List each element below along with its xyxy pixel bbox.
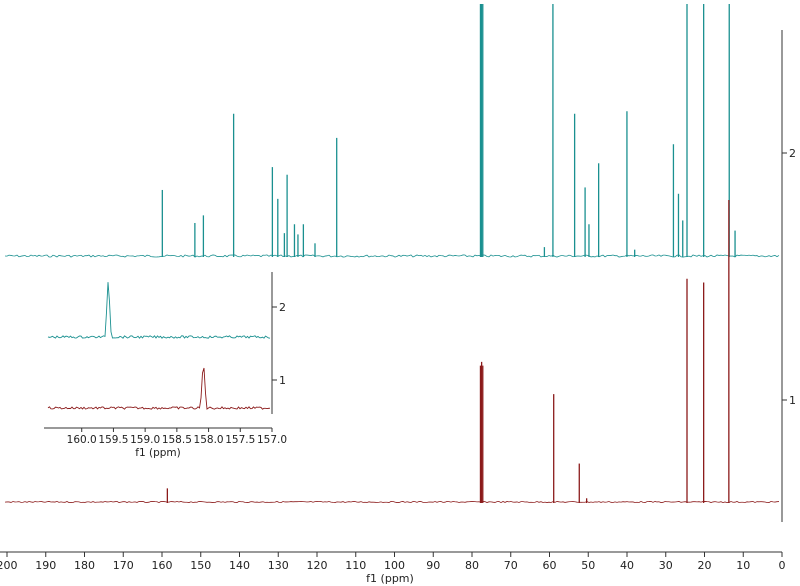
x-tick-label: 100 — [384, 559, 405, 572]
stack-tick-label: 2 — [789, 147, 796, 160]
inset-x-tick-label: 159.5 — [98, 434, 128, 446]
spectrum-1 — [4, 200, 780, 504]
x-tick-label: 20 — [698, 559, 712, 572]
x-tick-label: 110 — [345, 559, 366, 572]
x-tick-label: 170 — [113, 559, 134, 572]
x-tick-label: 160 — [152, 559, 173, 572]
inset-trace-2 — [47, 282, 271, 339]
x-tick-label: 40 — [620, 559, 634, 572]
x-tick-label: 50 — [581, 559, 595, 572]
inset-x-tick-label: 158.0 — [194, 434, 224, 446]
x-tick-label: 30 — [659, 559, 673, 572]
inset-x-tick-label: 158.5 — [162, 434, 192, 446]
stack-tick-label: 1 — [789, 394, 796, 407]
x-tick-label: 200 — [0, 559, 18, 572]
x-tick-label: 70 — [504, 559, 518, 572]
x-tick-label: 90 — [426, 559, 440, 572]
inset-x-tick-label: 157.0 — [257, 434, 287, 446]
stack-axis: 21 — [781, 30, 796, 522]
x-tick-label: 0 — [779, 559, 786, 572]
x-tick-label: 80 — [465, 559, 479, 572]
inset-trace-1 — [47, 367, 271, 410]
inset-x-tick-label: 157.5 — [225, 434, 255, 446]
inset-x-tick-label: 160.0 — [67, 434, 97, 446]
baseline-trace — [4, 254, 780, 258]
inset-stack-tick-label: 2 — [279, 301, 286, 314]
x-tick-label: 140 — [229, 559, 250, 572]
x-tick-label: 10 — [736, 559, 750, 572]
inset-stack-tick-label: 1 — [279, 374, 286, 387]
x-axis: 2001901801701601501401301201101009080706… — [0, 551, 786, 572]
inset-x-axis-label: f1 (ppm) — [135, 447, 180, 459]
inset-plot: 2 1 160.0 159.5 159.0 158.5 158.0 157.5 157.0 f1 … — [44, 268, 287, 459]
x-tick-label: 130 — [268, 559, 289, 572]
baseline-trace — [4, 500, 780, 504]
inset-x-tick-label: 159.0 — [130, 434, 160, 446]
x-tick-label: 180 — [74, 559, 95, 572]
x-tick-label: 150 — [190, 559, 211, 572]
x-tick-label: 60 — [543, 559, 557, 572]
x-tick-label: 190 — [35, 559, 56, 572]
spectrum-2 — [4, 4, 780, 258]
inset-background — [44, 268, 276, 430]
x-axis-label: f1 (ppm) — [366, 572, 414, 585]
x-tick-label: 120 — [307, 559, 328, 572]
